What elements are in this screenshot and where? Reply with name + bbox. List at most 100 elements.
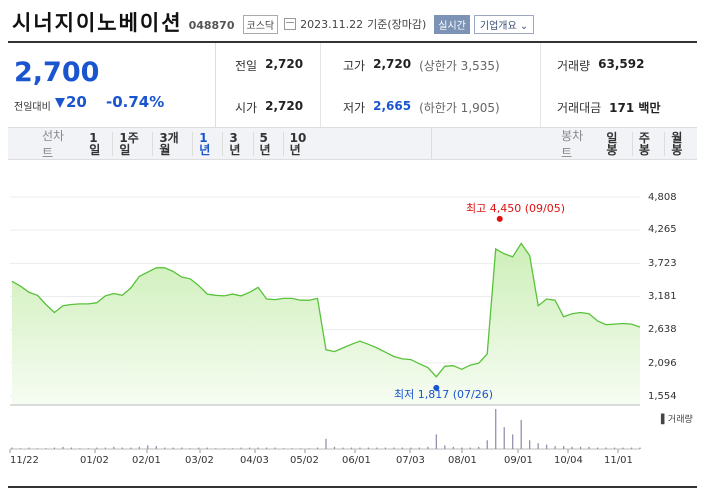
volume-bar (223, 448, 225, 449)
volume-legend: ▌거래량 (661, 415, 693, 425)
volume-bar (130, 447, 132, 449)
tab-1w[interactable]: 1주일 (112, 131, 152, 156)
company-info-dropdown[interactable]: 기업개요 ⌄ (473, 14, 535, 34)
stat-prev-close: 전일 2,720 (235, 57, 304, 73)
tab-weekly-candle[interactable]: 주봉 (631, 131, 665, 156)
volume-bar (435, 434, 437, 449)
price-area (12, 243, 640, 405)
x-tick: 09/01 (504, 455, 533, 466)
x-tick: 05/02 (290, 455, 319, 466)
x-tick: 11/22 (10, 455, 39, 466)
volume-bar (452, 446, 454, 449)
volume-bar (316, 447, 319, 449)
volume-bar (639, 447, 641, 449)
stock-code: 048870 (188, 18, 235, 32)
volume-bar (401, 447, 403, 449)
volume-bar (249, 447, 251, 449)
volume-bar (571, 446, 573, 449)
volume-bar (70, 447, 73, 449)
volume-bar (410, 447, 412, 449)
volume-bar (333, 446, 336, 449)
realtime-button[interactable]: 실시간 (434, 14, 470, 34)
volume-bar (376, 447, 378, 449)
volume-bar (79, 448, 81, 449)
price-box: 2,700 전일대비 20 -0.74% (8, 43, 216, 127)
volume-bar (622, 447, 624, 449)
volume-bar (53, 447, 56, 449)
x-tick: 10/04 (554, 455, 583, 466)
volume-bar (19, 448, 22, 449)
y-tick: 3,723 (648, 258, 677, 269)
quote-date: 2023.11.22 (300, 17, 364, 31)
y-tick: 4,265 (648, 224, 677, 235)
volume-bar (596, 447, 599, 449)
volume-bar (189, 448, 191, 449)
volume-bar (613, 447, 616, 449)
high-marker (496, 215, 503, 222)
y-tick: 4,808 (648, 192, 677, 203)
price-line (11, 242, 641, 378)
tab-5y[interactable]: 5년 (252, 131, 283, 156)
stats-divider (540, 43, 541, 127)
x-tick: 07/03 (396, 455, 425, 466)
volume-bar (393, 447, 395, 449)
stats-rule (8, 127, 697, 128)
volume-bar (444, 445, 446, 449)
volume-bars (11, 409, 641, 449)
volume-bar (384, 447, 387, 449)
stat-amount: 거래대금 171 백만 (557, 101, 661, 115)
volume-bar (147, 445, 149, 449)
volume-bar (164, 447, 166, 449)
volume-bar (257, 447, 259, 449)
volume-bar (299, 448, 302, 449)
company-info-label: 기업개요 (479, 20, 517, 32)
volume-bar (512, 434, 514, 449)
current-price: 2,700 (14, 57, 100, 88)
volume-bar (367, 447, 370, 449)
tab-3y[interactable]: 3년 (222, 131, 252, 156)
volume-bar (155, 446, 157, 449)
volume-bar (121, 447, 123, 449)
volume-bar (282, 448, 285, 449)
volume-bar (45, 448, 47, 449)
tab-monthly-candle[interactable]: 월봉 (664, 131, 697, 156)
volume-bar (418, 447, 420, 449)
chevron-down-icon: ⌄ (519, 20, 529, 32)
chart-tabs: 선차트 1일 1주일 3개월 1년 3년 5년 10년 봉차트 일봉 주봉 월봉 (8, 127, 697, 160)
volume-bar (198, 447, 200, 449)
volume-bar (520, 419, 522, 449)
tab-1y[interactable]: 1년 (192, 131, 222, 156)
price-chart[interactable] (0, 185, 705, 455)
volume-bar (630, 447, 633, 449)
stats-panel: 전일 2,720 고가 2,720 (상한가 3,535) 거래량 63,592 시가 2… (217, 43, 697, 127)
volume-bar (350, 447, 353, 449)
volume-bar (546, 444, 548, 449)
volume-bar (503, 427, 505, 449)
volume-bar (579, 446, 582, 449)
volume-bar (62, 446, 64, 449)
price-change: 20 (66, 93, 87, 111)
tab-daily-candle[interactable]: 일봉 (606, 130, 618, 157)
low-annotation: 최저 1,817 (07/26) (394, 388, 494, 401)
volume-bar (240, 447, 242, 449)
x-tick: 06/01 (342, 455, 371, 466)
volume-bar (11, 447, 13, 449)
footer-rule (8, 486, 697, 488)
tab-10y[interactable]: 10년 (282, 131, 321, 156)
stat-open: 시가 2,720 (235, 99, 304, 115)
x-tick: 04/03 (240, 455, 269, 466)
volume-bar (232, 448, 234, 449)
x-tick: 02/01 (132, 455, 161, 466)
volume-bar (563, 446, 565, 449)
tab-divider (431, 127, 433, 160)
volume-bar (325, 438, 327, 449)
quote-basis: 기준(장마감) (367, 18, 427, 31)
volume-bar (342, 447, 344, 449)
volume-bar (478, 446, 480, 449)
y-tick: 2,638 (648, 324, 677, 335)
calendar-icon (284, 18, 297, 30)
tab-1d[interactable]: 1일 (89, 130, 101, 157)
stat-low: 저가 2,665 (하한가 1,905) (343, 99, 500, 115)
tab-3m[interactable]: 3개월 (152, 131, 192, 156)
x-tick: 08/01 (448, 455, 477, 466)
